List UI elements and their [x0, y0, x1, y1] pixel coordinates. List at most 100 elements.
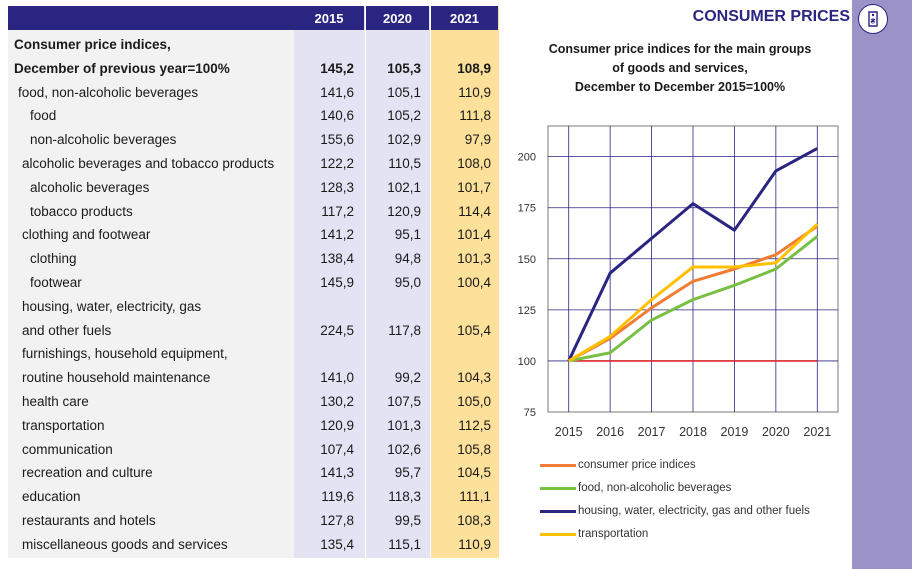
row-label: alcoholic beverages and tobacco products — [22, 156, 275, 171]
cell-2015: 117,2 — [321, 203, 354, 219]
cell-2015: 145,9 — [320, 275, 354, 290]
cell-2021: 111,1 — [459, 489, 491, 505]
table-row: alcoholic beverages and tobacco products… — [8, 152, 499, 176]
cell-2020: 105,2 — [387, 108, 421, 124]
cell-2020: 95,0 — [394, 275, 421, 290]
legend-item: transportation — [540, 528, 648, 540]
cell-2021: 114,4 — [458, 203, 491, 219]
x-tick-label: 2015 — [555, 425, 583, 439]
y-tick-label: 200 — [518, 152, 536, 164]
cell-2020: 118,3 — [388, 489, 421, 505]
cell-2015: 224,5 — [320, 322, 354, 338]
row-label: food, non-alcoholic beverages — [18, 84, 199, 100]
legend-item: food, non-alcoholic beverages — [540, 482, 731, 494]
table-row: clothing 138,4 94,8 101,3 — [8, 247, 499, 271]
cell-2020: 110,5 — [388, 156, 421, 171]
chart-title: Consumer price indices for the main grou… — [530, 40, 830, 97]
cell-2020: 102,9 — [387, 132, 421, 148]
column-band-2015 — [294, 6, 365, 558]
row-label: footwear — [30, 275, 82, 290]
cell-2020: 101,3 — [387, 417, 421, 433]
row-label: communication — [22, 441, 113, 457]
row-label: and other fuels — [22, 322, 112, 338]
cell-2021: 97,9 — [464, 132, 491, 148]
table-row: Consumer price indices, — [8, 33, 499, 57]
table-row: non-alcoholic beverages 155,6 102,9 97,9 — [8, 128, 499, 152]
cell-2015: 119,6 — [321, 489, 354, 505]
price-tag-icon: ₴ — [858, 4, 888, 34]
row-label: transportation — [22, 417, 105, 433]
cell-2021: 104,5 — [457, 465, 491, 481]
cell-2021: 108,9 — [457, 60, 491, 76]
row-label: clothing and footwear — [22, 227, 151, 243]
x-tick-label: 2019 — [721, 425, 749, 439]
cell-2015: 141,3 — [320, 465, 354, 481]
cell-2020: 95,7 — [394, 465, 421, 481]
cell-2020: 99,5 — [394, 513, 421, 528]
table-row: education 119,6 118,3 111,1 — [8, 485, 499, 509]
cell-2015: 141,2 — [320, 227, 354, 243]
cell-2021: 101,7 — [457, 179, 491, 195]
table-row: and other fuels 224,5 117,8 105,4 — [8, 319, 499, 343]
table-row: miscellaneous goods and services 135,4 115… — [8, 533, 499, 557]
table-row: communication 107,4 102,6 105,8 — [8, 438, 499, 462]
chart-title-line-3: December to December 2015=100% — [574, 80, 786, 94]
table-header-2020: 2020 — [366, 6, 429, 30]
cell-2020: 102,6 — [387, 441, 421, 457]
y-tick-label: 100 — [518, 356, 536, 368]
cell-2015: 135,4 — [320, 536, 354, 552]
y-tick-label: 150 — [518, 254, 536, 266]
cell-2020: 95,1 — [394, 227, 421, 243]
y-tick-label: 125 — [518, 305, 536, 317]
row-label: education — [22, 489, 81, 505]
row-label: alcoholic beverages — [30, 179, 150, 195]
legend-label: transportation — [578, 528, 649, 540]
table-row: furnishings, household equipment, — [8, 342, 499, 366]
row-label: furnishings, household equipment, — [22, 346, 228, 362]
cell-2015: 120,9 — [320, 417, 354, 433]
row-label: miscellaneous goods and services — [22, 536, 228, 552]
cell-2020: 94,8 — [394, 251, 421, 267]
cell-2021: 112,5 — [458, 417, 491, 433]
table-header-blank — [8, 6, 294, 30]
table-row: restaurants and hotels 127,8 99,5 108,3 — [8, 509, 499, 533]
row-label: restaurants and hotels — [22, 513, 156, 528]
sidebar — [852, 0, 912, 569]
legend-item: housing, water, electricity, gas and oth… — [540, 505, 810, 517]
cell-2015: 155,6 — [320, 132, 354, 148]
legend-label: consumer price indices — [578, 459, 696, 471]
cell-2015: 127,8 — [320, 513, 354, 528]
cell-2021: 104,3 — [457, 370, 491, 386]
cell-2021: 100,4 — [457, 275, 491, 290]
cell-2021: 110,9 — [458, 84, 491, 100]
cell-2021: 105,0 — [457, 394, 491, 409]
cell-2015: 141,0 — [320, 370, 354, 386]
cell-2015: 141,6 — [320, 84, 354, 100]
row-label: health care — [22, 394, 89, 409]
table-row: housing, water, electricity, gas — [8, 295, 499, 319]
legend-label: food, non-alcoholic beverages — [578, 482, 732, 494]
cell-2020: 105,1 — [387, 84, 421, 100]
legend-swatch — [540, 486, 576, 490]
series-line-4 — [567, 222, 819, 363]
series-line-1 — [567, 224, 819, 363]
x-tick-label: 2020 — [762, 425, 790, 439]
row-label: Consumer price indices, — [14, 37, 171, 52]
line-chart: 75 100 125 150 175 200 2015 2016 2017 2018 2019 202… — [518, 125, 839, 439]
series-line-3 — [567, 147, 819, 362]
cell-2021: 108,0 — [457, 156, 491, 171]
row-label: recreation and culture — [22, 465, 153, 481]
chart-panel: Consumer price indices for the main grou… — [500, 0, 850, 569]
cell-2020: 117,8 — [388, 322, 421, 338]
cell-2021: 110,9 — [458, 536, 491, 552]
cell-2015: 130,2 — [320, 394, 354, 409]
cell-2021: 105,4 — [457, 322, 491, 338]
cell-2020: 107,5 — [387, 394, 421, 409]
cell-2020: 120,9 — [387, 203, 421, 219]
x-tick-label: 2017 — [638, 425, 666, 439]
table-row: routine household maintenance 141,0 99,2 10… — [8, 366, 499, 390]
series-line-2 — [568, 235, 819, 363]
row-label: December of previous year=100% — [14, 60, 230, 76]
table-row: health care 130,2 107,5 105,0 — [8, 390, 499, 414]
row-label: routine household maintenance — [22, 370, 211, 386]
